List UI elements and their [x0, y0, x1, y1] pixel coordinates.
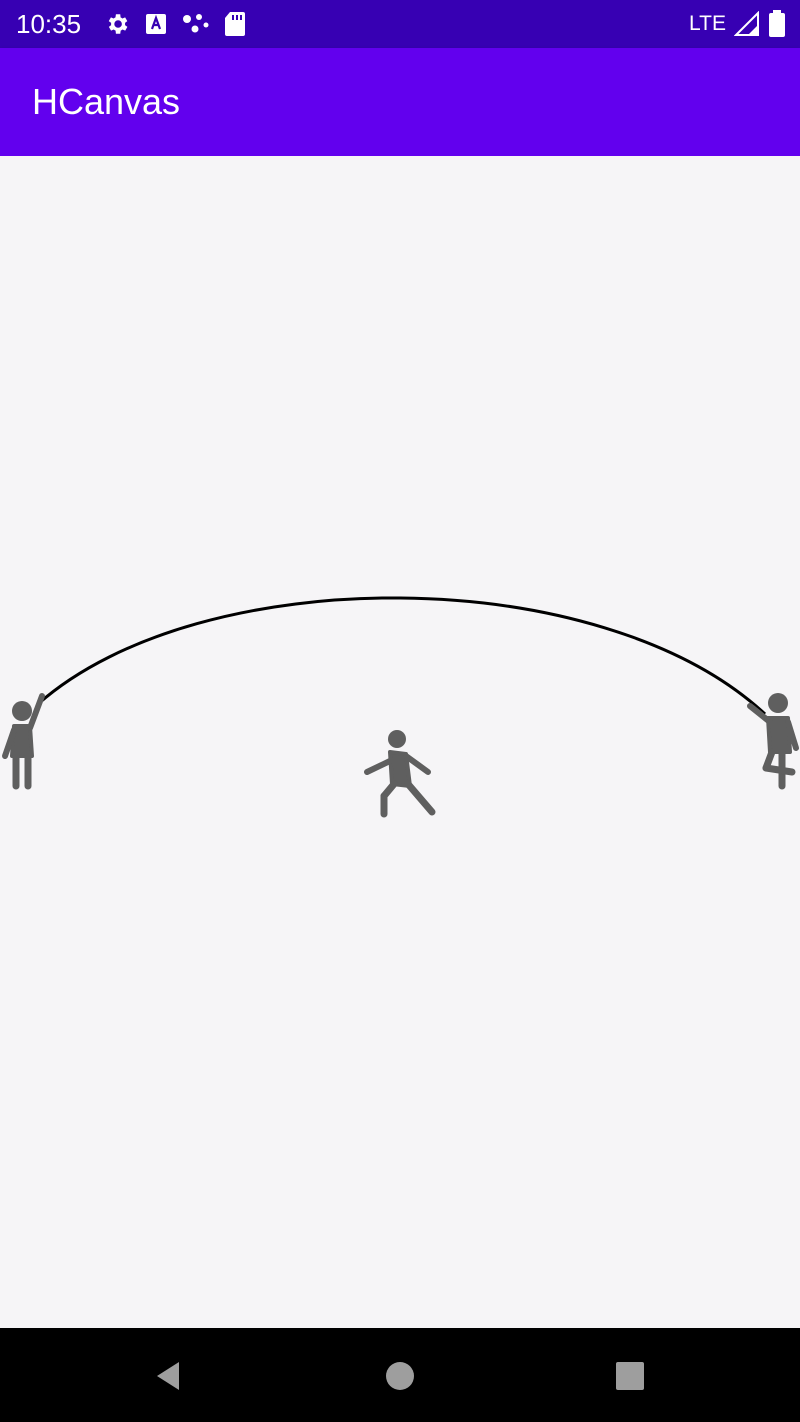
network-type: LTE: [689, 12, 726, 35]
sd-card-icon: [224, 11, 246, 37]
app-title: HCanvas: [32, 81, 181, 122]
status-time: 10:35: [16, 9, 82, 39]
status-notification-icons: [104, 10, 246, 38]
recents-icon[interactable]: [612, 1358, 648, 1394]
jump-rope: [37, 596, 767, 716]
person-right-icon: [747, 693, 799, 790]
drawing-canvas[interactable]: [0, 156, 800, 1328]
person-left-icon: [2, 693, 45, 790]
gear-icon: [104, 11, 130, 37]
share-dots-icon: [182, 12, 210, 36]
app-bar: HCanvas: [0, 48, 800, 156]
home-icon[interactable]: [382, 1358, 418, 1394]
status-bar: 10:35: [0, 0, 800, 48]
status-system-icons: LTE: [689, 10, 786, 38]
signal-icon: [734, 11, 760, 37]
battery-icon: [768, 10, 786, 38]
person-jumping-icon: [364, 730, 436, 818]
navigation-bar: [0, 1328, 800, 1422]
canvas-scene: [2, 596, 799, 818]
a-badge-icon: [144, 12, 168, 36]
back-icon[interactable]: [150, 1358, 186, 1394]
